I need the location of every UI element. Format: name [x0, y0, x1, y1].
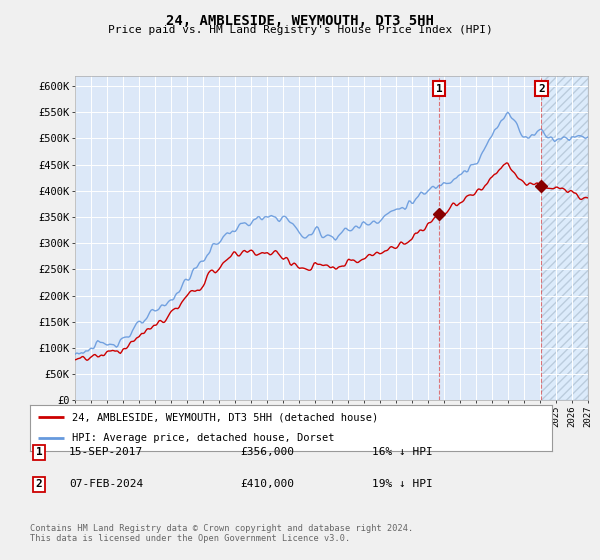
Text: 2: 2	[35, 479, 43, 489]
Text: HPI: Average price, detached house, Dorset: HPI: Average price, detached house, Dors…	[72, 433, 334, 444]
Text: £356,000: £356,000	[240, 447, 294, 458]
Text: 2: 2	[538, 84, 545, 94]
Text: 16% ↓ HPI: 16% ↓ HPI	[372, 447, 433, 458]
Text: 07-FEB-2024: 07-FEB-2024	[69, 479, 143, 489]
Text: £410,000: £410,000	[240, 479, 294, 489]
Text: 24, AMBLESIDE, WEYMOUTH, DT3 5HH: 24, AMBLESIDE, WEYMOUTH, DT3 5HH	[166, 14, 434, 28]
Text: 24, AMBLESIDE, WEYMOUTH, DT3 5HH (detached house): 24, AMBLESIDE, WEYMOUTH, DT3 5HH (detach…	[72, 412, 378, 422]
Text: 15-SEP-2017: 15-SEP-2017	[69, 447, 143, 458]
Text: Contains HM Land Registry data © Crown copyright and database right 2024.
This d: Contains HM Land Registry data © Crown c…	[30, 524, 413, 543]
Text: 1: 1	[436, 84, 442, 94]
Text: 1: 1	[35, 447, 43, 458]
Text: 19% ↓ HPI: 19% ↓ HPI	[372, 479, 433, 489]
Text: Price paid vs. HM Land Registry's House Price Index (HPI): Price paid vs. HM Land Registry's House …	[107, 25, 493, 35]
